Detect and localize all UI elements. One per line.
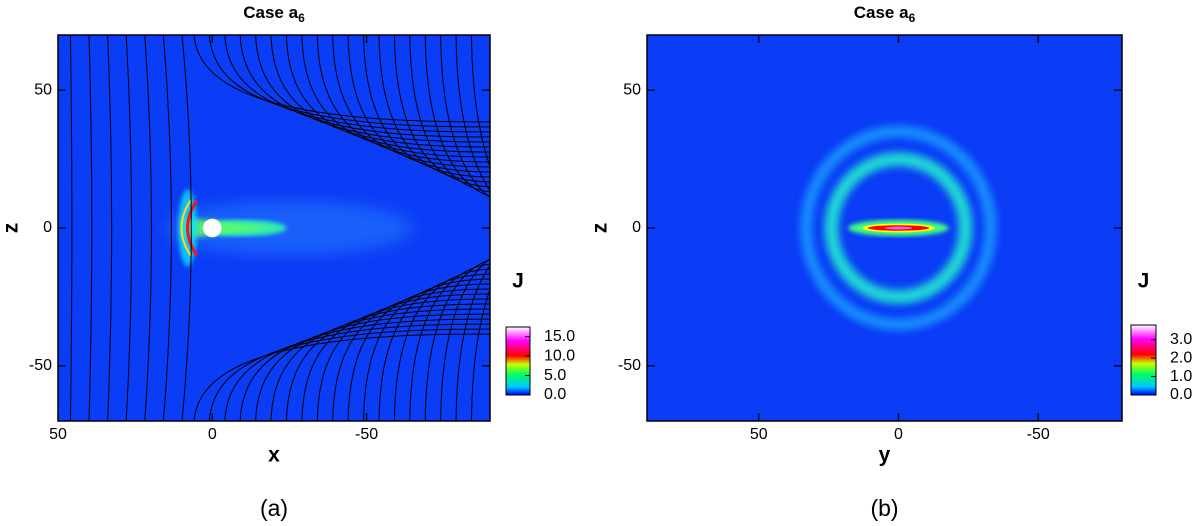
streamline bbox=[471, 35, 490, 169]
colorbar-label: J bbox=[1138, 270, 1150, 293]
panel: Case a6 50 0 -50 -50 0 50 x z (a) J 0.0 5.0 10.0 15.0 bbox=[0, 3, 575, 521]
streamline bbox=[378, 273, 490, 421]
x-tick-label: 0 bbox=[208, 426, 217, 443]
streamline bbox=[88, 35, 93, 421]
x-tick-label: 0 bbox=[894, 426, 903, 443]
streamline bbox=[224, 323, 490, 421]
streamline bbox=[193, 333, 490, 421]
colorbar-tick-label: 15.0 bbox=[544, 328, 575, 345]
streamline bbox=[440, 257, 490, 421]
colorbar-tick-label: 5.0 bbox=[544, 367, 566, 384]
streamline bbox=[409, 263, 490, 421]
streamline bbox=[270, 35, 490, 148]
y-tick-label: 0 bbox=[43, 219, 52, 236]
streamline bbox=[255, 35, 490, 143]
chart-title: Case a6 bbox=[243, 3, 305, 25]
colorbar-label: J bbox=[512, 270, 524, 293]
streamline bbox=[209, 35, 490, 128]
streamline bbox=[332, 288, 490, 421]
streamline bbox=[144, 35, 152, 421]
field-feature bbox=[186, 199, 199, 257]
field-feature bbox=[884, 226, 913, 230]
colorbar-tick-label: 3.0 bbox=[1170, 331, 1192, 348]
colorbar-tick-label: 2.0 bbox=[1170, 349, 1192, 366]
streamline bbox=[255, 313, 490, 421]
panel-label: (b) bbox=[870, 495, 898, 521]
x-tick-label: 50 bbox=[49, 426, 67, 443]
streamline bbox=[424, 259, 490, 421]
field-feature bbox=[824, 152, 973, 304]
title-text: Case a bbox=[243, 3, 298, 22]
streamline bbox=[471, 287, 490, 421]
streamline bbox=[316, 35, 490, 163]
x-tick-label: -50 bbox=[1027, 426, 1050, 443]
field-feature bbox=[800, 125, 997, 331]
y-tick-label: 50 bbox=[623, 81, 641, 98]
streamline bbox=[162, 35, 172, 421]
streamline bbox=[209, 328, 490, 421]
y-axis-label: z bbox=[589, 223, 612, 234]
streamline bbox=[181, 35, 192, 421]
colorbar-tick-label: 0.0 bbox=[1170, 386, 1192, 403]
streamline bbox=[378, 35, 490, 183]
field bbox=[58, 35, 490, 421]
title-text: Case a bbox=[854, 3, 909, 22]
streamline bbox=[363, 278, 490, 421]
title-subscript: 6 bbox=[909, 11, 916, 25]
streamline bbox=[455, 264, 490, 421]
y-tick-label: -50 bbox=[29, 357, 52, 374]
streamline bbox=[455, 35, 490, 192]
streamline bbox=[393, 268, 490, 421]
streamline bbox=[363, 35, 490, 178]
field-feature bbox=[180, 199, 192, 257]
streamline bbox=[270, 308, 490, 421]
streamline bbox=[347, 35, 490, 173]
streamline bbox=[440, 35, 490, 199]
colorbar bbox=[1130, 324, 1157, 396]
streamline bbox=[347, 283, 490, 421]
streamline bbox=[393, 35, 490, 188]
planet bbox=[203, 218, 222, 238]
streamline bbox=[316, 293, 490, 421]
field-feature bbox=[165, 200, 413, 256]
y-tick-label: 50 bbox=[34, 81, 52, 98]
streamline bbox=[409, 35, 490, 193]
title-subscript: 6 bbox=[298, 11, 305, 25]
panel-label: (a) bbox=[260, 495, 288, 521]
x-axis-label: x bbox=[268, 444, 280, 467]
colorbar-tick-label: 0.0 bbox=[544, 386, 566, 403]
field bbox=[647, 35, 1122, 421]
streamline bbox=[69, 35, 73, 421]
colorbar-tick-label: 1.0 bbox=[1170, 368, 1192, 385]
x-tick-label: -50 bbox=[355, 426, 378, 443]
streamline bbox=[125, 35, 133, 421]
streamline bbox=[286, 35, 490, 153]
streamline bbox=[224, 35, 490, 133]
streamline bbox=[332, 35, 490, 168]
x-tick-label: 50 bbox=[750, 426, 768, 443]
panel: Case a6 50 0 -50 -50 0 50 y z (b) J 0.01.0 2.03.0 bbox=[589, 3, 1193, 521]
x-axis-label: y bbox=[879, 444, 891, 467]
streamline bbox=[193, 35, 490, 123]
streamline bbox=[424, 35, 490, 197]
y-tick-label: -50 bbox=[618, 357, 641, 374]
y-axis-label: z bbox=[0, 223, 23, 234]
streamline bbox=[286, 303, 490, 421]
colorbar-tick-label: 10.0 bbox=[544, 347, 575, 364]
y-tick-label: 0 bbox=[632, 219, 641, 236]
chart-title: Case a6 bbox=[854, 3, 916, 25]
streamline bbox=[107, 35, 113, 421]
colorbar bbox=[505, 326, 531, 396]
